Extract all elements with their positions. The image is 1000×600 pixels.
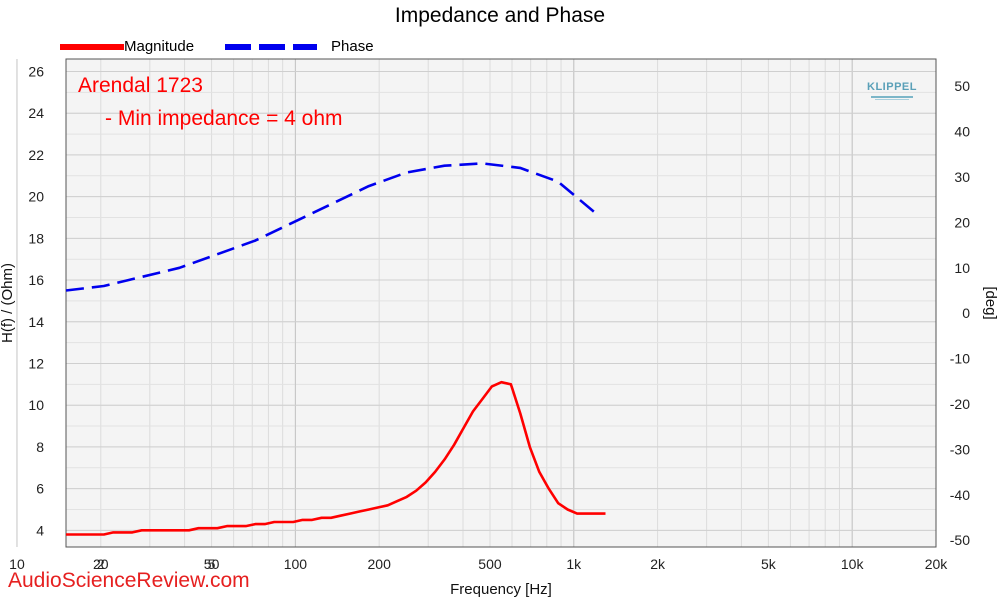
- y-tick-label-right: -20: [950, 396, 970, 412]
- y-tick-label-right: -40: [950, 487, 970, 503]
- legend-swatch-magnitude: [60, 44, 124, 50]
- y-tick-label-left: 6: [36, 481, 44, 497]
- x-tick-label: 20k: [925, 556, 949, 572]
- series-layer: [65, 162, 606, 536]
- y-tick-label-left: 20: [28, 189, 44, 205]
- y-tick-label-right: 10: [954, 260, 970, 276]
- klippel-logo: KLIPPEL: [862, 75, 922, 105]
- y-tick-label-right: 50: [954, 78, 970, 94]
- y-tick-label-right: 0: [962, 305, 970, 321]
- x-tick-label: 50: [204, 556, 220, 572]
- x-tick-label: 5: [208, 556, 216, 572]
- x-tick-label: 500: [478, 556, 502, 572]
- annotation-model-name: Arendal 1723: [78, 74, 203, 97]
- annotation-min-impedance: - Min impedance = 4 ohm: [105, 107, 343, 130]
- x-tick-label: 10: [9, 556, 25, 572]
- y-tick-label-left: 24: [28, 105, 44, 121]
- y-tick-label-right: 30: [954, 169, 970, 185]
- klippel-logo-text: KLIPPEL: [867, 81, 917, 93]
- x-tick-label: 100: [284, 556, 308, 572]
- x-tick-label: 20: [93, 556, 109, 572]
- plot-area: [66, 59, 936, 547]
- x-tick-label: 5k: [761, 556, 777, 572]
- x-axis-ticks: 2 5 10 20 50 100 200 500 1k 2k 5k 10k 20k: [9, 556, 948, 572]
- x-axis-label: Frequency [Hz]: [450, 581, 552, 598]
- legend-label-phase: Phase: [331, 38, 374, 55]
- y-tick-label-left: 16: [28, 272, 44, 288]
- x-tick-label: 2k: [650, 556, 666, 572]
- y-tick-label-right: 40: [954, 124, 970, 140]
- klippel-logo-bar-2: [875, 99, 909, 100]
- y-tick-label-left: 4: [36, 522, 44, 538]
- y-tick-label-left: 18: [28, 230, 44, 246]
- y-tick-label-right: -50: [950, 532, 970, 548]
- x-tick-label: 2: [97, 556, 105, 572]
- y-tick-label-left: 12: [28, 355, 44, 371]
- legend-label-magnitude: Magnitude: [124, 38, 195, 55]
- legend-swatch-phase: [225, 44, 317, 50]
- watermark: AudioScienceReview.com: [8, 569, 250, 592]
- y-axis-right-ticks: -50 -40 -30 -20 -10 0 10 20 30 40 50: [950, 78, 970, 548]
- y-tick-label-left: 26: [28, 64, 44, 80]
- series-line-magnitude: [66, 380, 606, 536]
- plot-frame: [65, 58, 937, 548]
- klippel-logo-bar: [871, 96, 913, 98]
- y-axis-left-ticks: 4 6 8 10 12 14 16 18 20 22 24 26: [28, 64, 44, 539]
- y-tick-label-left: 14: [28, 314, 44, 330]
- x-tick-label: 10k: [841, 556, 865, 572]
- grid-major: [16, 59, 936, 547]
- y-tick-label-left: 8: [36, 439, 44, 455]
- y-tick-label-left: 22: [28, 147, 44, 163]
- chart-title: Impedance and Phase: [394, 4, 606, 27]
- x-tick-label: 200: [368, 556, 392, 572]
- y-tick-label-left: 10: [28, 397, 44, 413]
- y-tick-label-right: 20: [954, 214, 970, 230]
- y-axis-right-label: [deg]: [982, 286, 999, 319]
- y-tick-label-right: -10: [950, 351, 970, 367]
- y-tick-label-right: -30: [950, 441, 970, 457]
- x-tick-label: 1k: [566, 556, 582, 572]
- y-axis-left-label: H(f) / (Ohm): [0, 263, 16, 343]
- series-line-phase: [65, 162, 597, 292]
